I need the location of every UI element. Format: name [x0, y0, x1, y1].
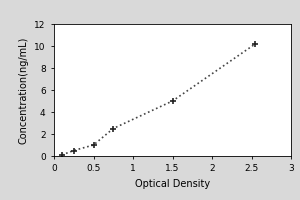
X-axis label: Optical Density: Optical Density — [135, 179, 210, 189]
Y-axis label: Concentration(ng/mL): Concentration(ng/mL) — [19, 36, 28, 144]
